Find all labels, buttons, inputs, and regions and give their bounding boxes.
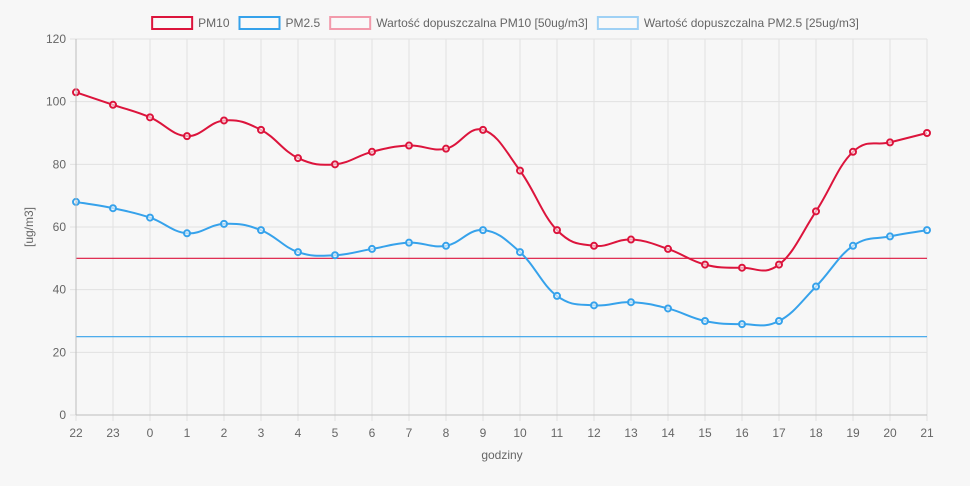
- data-point-pm25: [405, 238, 413, 247]
- x-tick-label: 2: [221, 426, 228, 440]
- data-point-pm10: [664, 244, 672, 253]
- legend-item-4[interactable]: Wartość dopuszczalna PM2.5 [25ug/m3]: [596, 16, 859, 30]
- y-tick-label: 100: [46, 95, 66, 109]
- data-point-pm10: [294, 154, 302, 163]
- data-point-pm25: [516, 248, 524, 257]
- legend-swatch: [329, 16, 372, 30]
- data-point-pm10: [627, 235, 635, 244]
- data-point-pm10: [405, 141, 413, 150]
- legend-item-1[interactable]: PM10: [151, 16, 230, 30]
- data-point-pm25: [590, 301, 598, 310]
- data-point-pm25: [331, 251, 339, 260]
- x-tick-label: 19: [846, 426, 860, 440]
- data-point-pm10: [849, 147, 857, 156]
- x-tick-label: 0: [147, 426, 154, 440]
- data-point-pm25: [738, 320, 746, 329]
- x-tick-label: 20: [883, 426, 897, 440]
- data-point-pm10: [516, 166, 524, 175]
- data-point-pm10: [701, 260, 709, 269]
- data-point-pm10: [775, 260, 783, 269]
- y-tick-label: 20: [53, 345, 67, 359]
- y-tick-label: 0: [59, 408, 66, 422]
- y-tick-label: 120: [46, 32, 66, 46]
- legend-label: PM10: [198, 16, 230, 30]
- x-tick-label: 11: [551, 426, 564, 440]
- x-tick-label: 22: [69, 426, 83, 440]
- data-point-pm10: [109, 100, 117, 109]
- data-point-pm10: [738, 263, 746, 272]
- legend-swatch: [238, 16, 281, 30]
- data-point-pm25: [664, 304, 672, 313]
- y-tick-label: 40: [53, 283, 67, 297]
- data-point-pm25: [812, 282, 820, 291]
- data-point-pm10: [553, 226, 561, 235]
- x-tick-label: 21: [920, 426, 934, 440]
- data-point-pm25: [775, 317, 783, 325]
- data-point-pm25: [553, 291, 561, 300]
- threshold-lines: [76, 257, 927, 338]
- data-point-pm25: [923, 226, 931, 235]
- x-tick-label: 5: [332, 426, 339, 440]
- data-point-pm25: [146, 213, 154, 222]
- legend-swatch: [596, 16, 639, 30]
- y-tick-label: 60: [53, 220, 67, 234]
- data-point-pm25: [257, 226, 265, 235]
- x-tick-label: 8: [443, 426, 450, 440]
- data-point-pm10: [368, 147, 376, 156]
- data-point-pm25: [886, 232, 894, 241]
- y-tick-label: 80: [53, 157, 67, 171]
- data-point-pm10: [923, 129, 931, 137]
- data-point-pm25: [109, 204, 117, 213]
- data-point-pm10: [479, 125, 487, 134]
- x-tick-label: 18: [809, 426, 823, 440]
- x-tick-label: 13: [624, 426, 638, 440]
- legend-item-2[interactable]: PM2.5: [238, 16, 321, 30]
- data-point-pm25: [701, 317, 709, 325]
- x-axis-title: godziny: [481, 448, 522, 462]
- data-point-pm10: [220, 116, 228, 125]
- x-tick-label: 1: [184, 426, 191, 440]
- data-point-pm10: [146, 113, 154, 122]
- data-point-pm10: [257, 125, 265, 134]
- x-tick-label: 23: [106, 426, 120, 440]
- x-tick-label: 6: [369, 426, 376, 440]
- legend-label: Wartość dopuszczalna PM10 [50ug/m3]: [376, 16, 588, 30]
- x-tick-label: 4: [295, 426, 302, 440]
- data-point-pm10: [812, 207, 820, 216]
- x-tick-label: 17: [772, 426, 786, 440]
- x-tick-label: 9: [480, 426, 487, 440]
- data-point-pm10: [331, 160, 339, 169]
- axes: 22 23 0 1 2 3 4 5 6 7 8 9 10 11 12 13 14 15 16 17 18 19 20 2102…: [46, 32, 934, 440]
- data-point-pm25: [368, 244, 376, 253]
- series-line-pm10: [75, 91, 928, 272]
- y-axis-title: [ug/m3]: [22, 207, 36, 247]
- series-lines: [72, 88, 931, 329]
- x-tick-label: 10: [513, 426, 527, 440]
- legend-swatch: [151, 16, 194, 30]
- x-tick-label: 7: [406, 426, 413, 440]
- data-point-pm25: [627, 298, 635, 307]
- legend[interactable]: PM10 PM2.5 Wartość dopuszczalna PM10 [50ug…: [151, 16, 859, 30]
- x-tick-label: 15: [698, 426, 712, 440]
- data-point-pm10: [183, 132, 191, 141]
- data-point-pm10: [442, 144, 450, 153]
- x-tick-label: 16: [735, 426, 749, 440]
- x-tick-label: 12: [587, 426, 601, 440]
- data-point-pm10: [590, 241, 598, 250]
- data-point-pm25: [220, 219, 228, 228]
- data-point-pm25: [849, 241, 857, 250]
- legend-label: Wartość dopuszczalna PM2.5 [25ug/m3]: [644, 16, 859, 30]
- data-point-pm25: [183, 229, 191, 238]
- grid-lines: [70, 38, 928, 421]
- x-tick-label: 14: [661, 426, 675, 440]
- x-tick-label: 3: [258, 426, 265, 440]
- data-point-pm25: [294, 248, 302, 257]
- legend-item-3[interactable]: Wartość dopuszczalna PM10 [50ug/m3]: [329, 16, 588, 30]
- data-point-pm10: [886, 138, 894, 147]
- legend-label: PM2.5: [286, 16, 321, 30]
- series-line-pm25: [75, 200, 928, 327]
- data-point-pm25: [479, 226, 487, 235]
- data-point-pm25: [442, 241, 450, 250]
